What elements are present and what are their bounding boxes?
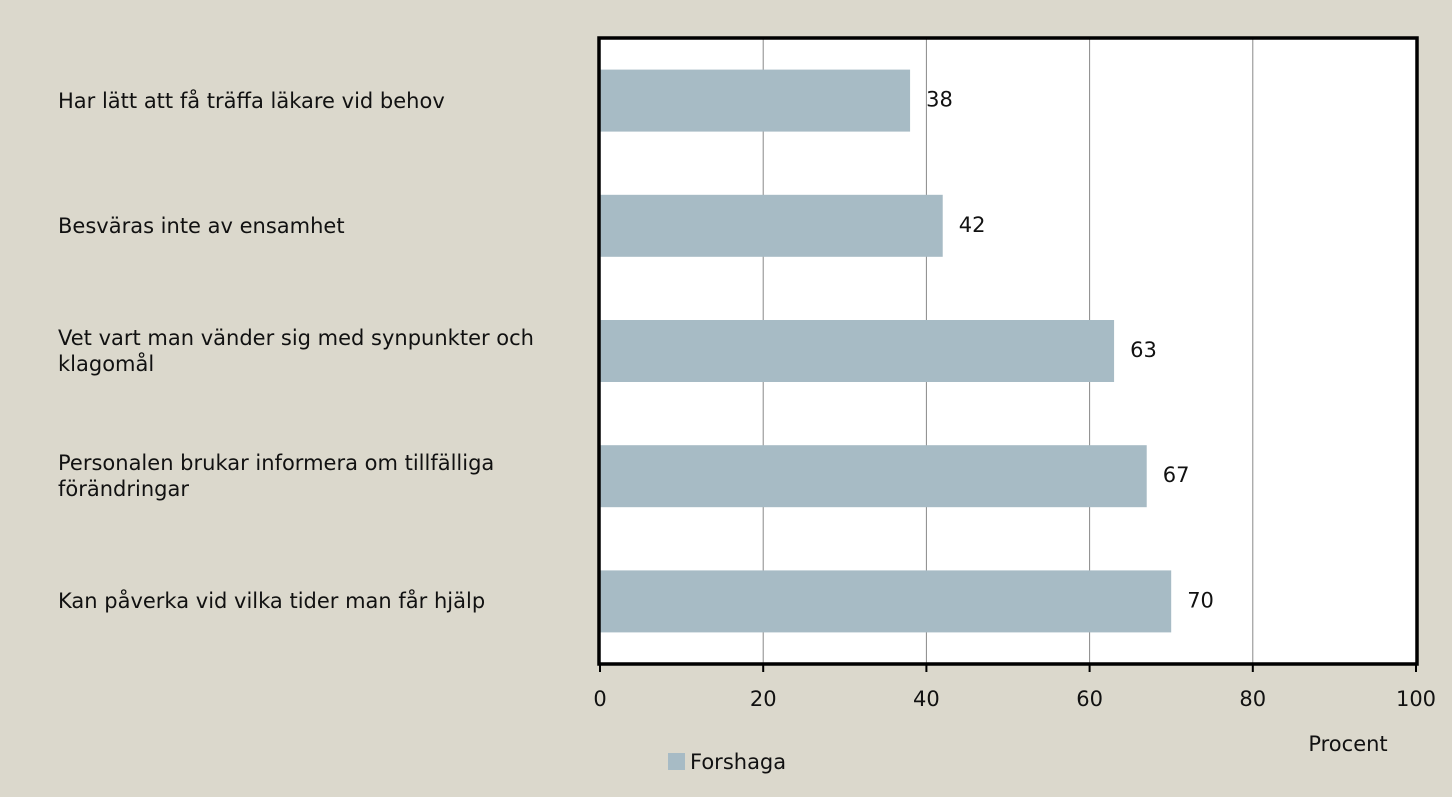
bar xyxy=(600,445,1147,508)
x-tick-label: 20 xyxy=(750,687,777,711)
x-axis-label: Procent xyxy=(1308,732,1387,756)
x-tick-label: 80 xyxy=(1239,687,1266,711)
data-label: 63 xyxy=(1130,338,1157,362)
bar xyxy=(600,194,943,257)
bar xyxy=(600,570,1172,633)
data-label: 67 xyxy=(1163,463,1190,487)
bar xyxy=(600,320,1115,382)
data-label: 42 xyxy=(959,213,986,237)
plot-border xyxy=(597,36,1419,666)
x-tick-label: 100 xyxy=(1396,687,1436,711)
category-label: Personalen brukar informera om tillfälli… xyxy=(58,451,495,502)
x-tick-label: 60 xyxy=(1076,687,1103,711)
legend-label: Forshaga xyxy=(690,750,786,774)
legend-swatch xyxy=(668,753,685,770)
x-tick-label: 0 xyxy=(593,687,606,711)
data-label: 70 xyxy=(1187,588,1214,612)
category-label: Kan påverka vid vilka tider man får hjäl… xyxy=(58,589,486,614)
category-label: Vet vart man vänder sig med synpunkter o… xyxy=(58,326,534,376)
bar xyxy=(600,69,911,132)
data-label: 38 xyxy=(926,88,953,112)
x-tick-label: 40 xyxy=(913,687,940,711)
category-label: Har lätt att få träffa läkare vid behov xyxy=(58,88,445,113)
category-label: Besväras inte av ensamhet xyxy=(58,213,345,238)
